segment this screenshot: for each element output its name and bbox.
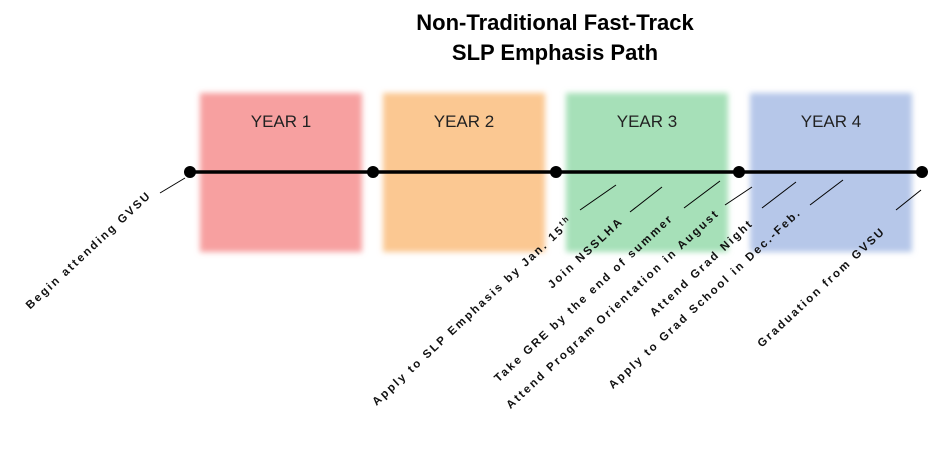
timeline-dot xyxy=(367,166,379,178)
year-label: YEAR 3 xyxy=(617,112,677,131)
timeline-dot xyxy=(550,166,562,178)
milestone-label: Begin attending GVSU xyxy=(24,189,154,311)
leader-line xyxy=(579,184,617,211)
year-label: YEAR 1 xyxy=(251,112,311,131)
leader-line xyxy=(724,186,753,206)
leader-line xyxy=(809,179,844,206)
title-line-1: Non-Traditional Fast-Track xyxy=(416,10,694,35)
leader-line xyxy=(629,186,663,213)
leader-line xyxy=(895,189,922,211)
timeline-dot xyxy=(184,166,196,178)
year-label: YEAR 4 xyxy=(801,112,861,131)
leader-line xyxy=(683,180,721,209)
leader-line xyxy=(159,177,186,194)
timeline-dot xyxy=(916,166,928,178)
title-line-2: SLP Emphasis Path xyxy=(452,40,658,65)
leader-line xyxy=(761,181,797,209)
year-label: YEAR 2 xyxy=(434,112,494,131)
milestone-text: Begin attending GVSU xyxy=(24,189,154,311)
timeline-dot xyxy=(733,166,745,178)
